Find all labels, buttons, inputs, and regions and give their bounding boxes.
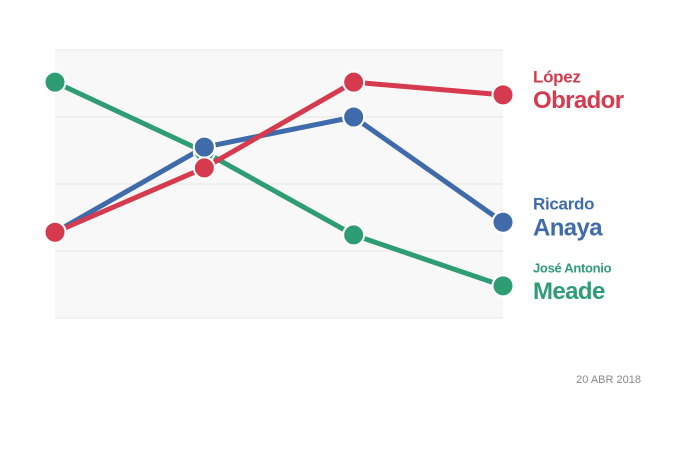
point xyxy=(342,70,366,94)
legend-label: Meade xyxy=(533,278,605,305)
series-line xyxy=(54,79,504,235)
series-line xyxy=(53,114,505,235)
point xyxy=(43,220,67,244)
legend-label: López xyxy=(533,67,581,86)
point xyxy=(491,83,515,107)
point xyxy=(342,223,366,247)
point xyxy=(491,210,515,234)
date: 20 ABR 2018 xyxy=(576,374,641,386)
point xyxy=(43,70,67,94)
legend-label: Obrador xyxy=(533,87,624,114)
legend-label: Ricardo xyxy=(533,195,594,214)
point xyxy=(192,156,216,180)
point xyxy=(342,105,366,129)
point xyxy=(192,135,216,159)
legend-label: José Antonio xyxy=(533,260,612,275)
legend-label: Anaya xyxy=(533,215,603,242)
series-line xyxy=(53,79,504,289)
point xyxy=(491,274,515,298)
